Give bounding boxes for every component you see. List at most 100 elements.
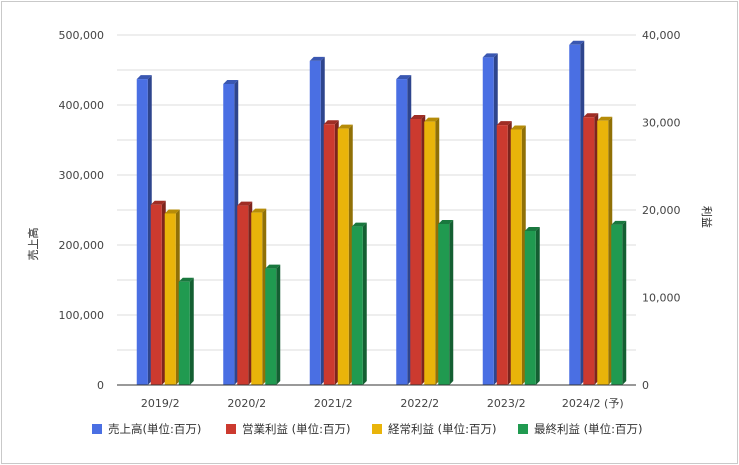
legend-label-operating-profit: 営業利益 (単位:百万) bbox=[242, 422, 351, 436]
right-tick-label: 30,000 bbox=[642, 117, 681, 130]
bar bbox=[396, 75, 412, 385]
bar bbox=[178, 277, 194, 385]
bar-front bbox=[611, 224, 623, 385]
bar-side bbox=[622, 220, 627, 385]
legend-label-ordinary-profit: 経常利益 (単位:百万) bbox=[388, 422, 497, 436]
bar-top bbox=[569, 40, 585, 45]
bar-top bbox=[496, 121, 512, 126]
left-axis-title: 売上高 bbox=[26, 228, 40, 261]
bar-top bbox=[178, 277, 194, 282]
bar bbox=[351, 222, 367, 385]
bar-top bbox=[251, 208, 267, 213]
bar-front bbox=[496, 125, 508, 385]
bar bbox=[337, 124, 353, 385]
bar-top bbox=[482, 53, 498, 58]
legend: 売上高(単位:百万) 営業利益 (単位:百万) 経常利益 (単位:百万) 最終利… bbox=[0, 419, 739, 439]
bar bbox=[597, 116, 613, 385]
bar bbox=[136, 75, 152, 385]
bar-front bbox=[136, 79, 148, 385]
bar-front bbox=[323, 124, 335, 385]
left-tick-label: 200,000 bbox=[59, 239, 105, 252]
bars bbox=[136, 40, 627, 386]
bar bbox=[438, 220, 454, 385]
bar bbox=[150, 200, 166, 385]
bar-top bbox=[337, 124, 353, 129]
bar bbox=[524, 227, 540, 385]
bar-top bbox=[597, 116, 613, 121]
right-tick-label: 20,000 bbox=[642, 204, 681, 217]
bar-top bbox=[396, 75, 412, 80]
right-axis-title: 利益 bbox=[700, 206, 714, 228]
bar-top bbox=[351, 222, 367, 227]
bar bbox=[265, 264, 281, 385]
bar-front bbox=[237, 205, 249, 385]
bar bbox=[482, 53, 498, 386]
bar bbox=[583, 113, 599, 385]
bar bbox=[251, 208, 267, 385]
legend-label-sales: 売上高(単位:百万) bbox=[108, 422, 202, 436]
legend-swatch-ordinary-profit bbox=[372, 424, 382, 434]
bar bbox=[424, 117, 440, 385]
bar-top bbox=[265, 264, 281, 269]
left-tick-label: 500,000 bbox=[59, 29, 105, 42]
bar-top bbox=[410, 115, 426, 119]
bar-top bbox=[164, 209, 180, 214]
bar-front bbox=[424, 121, 436, 385]
left-tick-label: 0 bbox=[97, 379, 104, 392]
gridlines bbox=[117, 34, 636, 351]
x-tick-label: 2023/2 bbox=[487, 397, 526, 410]
bar bbox=[410, 115, 426, 385]
bar-top bbox=[150, 200, 166, 205]
bar-side bbox=[449, 220, 454, 385]
left-tick-label: 300,000 bbox=[59, 169, 105, 182]
bar-front bbox=[510, 129, 522, 385]
legend-swatch-sales bbox=[92, 424, 102, 434]
legend-swatch-operating-profit bbox=[226, 424, 236, 434]
bar-top bbox=[524, 227, 540, 231]
bar-front bbox=[337, 128, 349, 385]
left-tick-label: 400,000 bbox=[59, 99, 105, 112]
bar-top bbox=[438, 220, 454, 224]
bar bbox=[569, 40, 585, 386]
bar-side bbox=[535, 227, 540, 385]
bar-top bbox=[136, 75, 152, 80]
bar-front bbox=[569, 44, 581, 386]
bar-front bbox=[351, 226, 363, 385]
bar bbox=[510, 125, 526, 385]
legend-item-net-profit: 最終利益 (単位:百万) bbox=[518, 419, 643, 439]
bar bbox=[237, 201, 253, 385]
right-tick-label: 10,000 bbox=[642, 292, 681, 305]
bar-front bbox=[164, 213, 176, 385]
bar-front bbox=[438, 224, 450, 385]
bar-top bbox=[237, 201, 253, 206]
bar-front bbox=[223, 84, 235, 385]
legend-label-net-profit: 最終利益 (単位:百万) bbox=[534, 422, 643, 436]
bar bbox=[323, 120, 339, 385]
bar-top bbox=[323, 120, 339, 125]
bar-front bbox=[410, 119, 422, 385]
bar-front bbox=[309, 60, 321, 386]
bar bbox=[496, 121, 512, 385]
bar-front bbox=[597, 120, 609, 385]
bar-side bbox=[276, 264, 281, 385]
legend-item-operating-profit: 営業利益 (単位:百万) bbox=[226, 419, 351, 439]
x-tick-label: 2021/2 bbox=[314, 397, 353, 410]
x-tick-label: 2020/2 bbox=[227, 397, 266, 410]
bar-front bbox=[265, 268, 277, 385]
bar-top bbox=[309, 56, 325, 61]
bar-top bbox=[223, 80, 239, 84]
bar-side bbox=[189, 277, 194, 385]
legend-swatch-net-profit bbox=[518, 424, 528, 434]
x-tick-label: 2024/2 (予) bbox=[562, 397, 624, 410]
bar-top bbox=[583, 113, 599, 118]
x-tick-label: 2019/2 bbox=[141, 397, 180, 410]
bar-front bbox=[150, 204, 162, 385]
bar-front bbox=[178, 281, 190, 385]
bar-top bbox=[510, 125, 526, 130]
right-tick-label: 40,000 bbox=[642, 29, 681, 42]
legend-item-ordinary-profit: 経常利益 (単位:百万) bbox=[372, 419, 497, 439]
bar-front bbox=[583, 117, 595, 385]
bar-top bbox=[611, 220, 627, 225]
bar bbox=[611, 220, 627, 385]
